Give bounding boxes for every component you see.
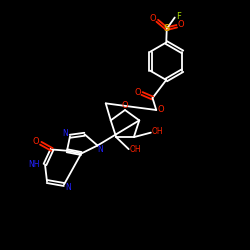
Text: S: S <box>164 24 170 33</box>
Text: O: O <box>150 14 156 23</box>
Text: OH: OH <box>129 145 141 154</box>
Text: N: N <box>66 182 71 192</box>
Text: OH: OH <box>152 127 163 136</box>
Text: F: F <box>176 12 181 21</box>
Text: O: O <box>33 137 40 146</box>
Text: O: O <box>134 88 141 97</box>
Text: O: O <box>178 20 184 29</box>
Text: N: N <box>97 146 103 154</box>
Text: NH: NH <box>28 160 40 169</box>
Text: O: O <box>158 106 164 114</box>
Text: O: O <box>122 101 128 110</box>
Text: N: N <box>62 129 68 138</box>
